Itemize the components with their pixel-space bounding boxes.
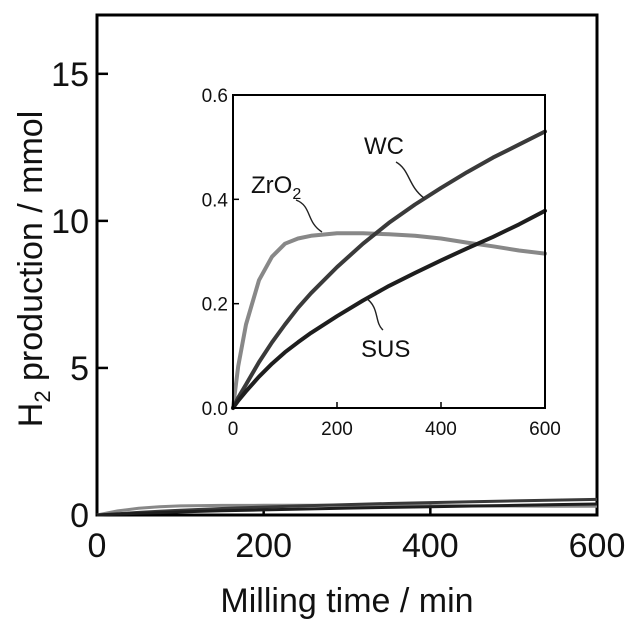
main-x-tick-label-3: 600 [569,527,626,565]
inset-x-tick-label-3: 600 [529,419,561,440]
main-y-tick-label-2: 10 [51,203,89,241]
main-x-tick-label-2: 400 [402,527,459,565]
inset-y-tick-label-2: 0.4 [202,190,229,211]
inset-x-tick-label-2: 400 [425,419,457,440]
main-y-axis-label: H2 production / mmol [12,111,55,427]
main-x-tick-label-0: 0 [88,527,107,565]
main-y-axis-label-rest: production / mmol [12,111,50,391]
inset-x-tick-label-1: 200 [321,419,353,440]
main-x-tick-label-1: 200 [235,527,292,565]
inset-plot: 0 200 400 600 0.0 0.2 0.4 0.6 ZrO2 WC SUS [202,86,561,440]
main-y-tick-label-3: 15 [51,56,89,94]
zro2-label-subscript: 2 [292,186,301,203]
main-y-tick-label-0: 0 [70,497,89,535]
inset-y-tick-label-1: 0.2 [202,295,228,316]
main-series-group [97,499,597,515]
inset-x-tick-label-0: 0 [228,419,239,440]
inset-y-tick-label-3: 0.6 [202,86,228,107]
inset-y-tick-label-0: 0.0 [202,399,228,420]
main-y-tick-label-1: 5 [70,350,89,388]
zro2-label-main: ZrO [251,172,292,199]
main-x-axis-label: Milling time / min [220,582,473,620]
main-y-axis-label-main: H [12,403,50,428]
sus-series-label: SUS [361,336,410,363]
wc-series-label: WC [364,133,404,160]
main-y-axis-label-subscript: 2 [30,390,55,402]
